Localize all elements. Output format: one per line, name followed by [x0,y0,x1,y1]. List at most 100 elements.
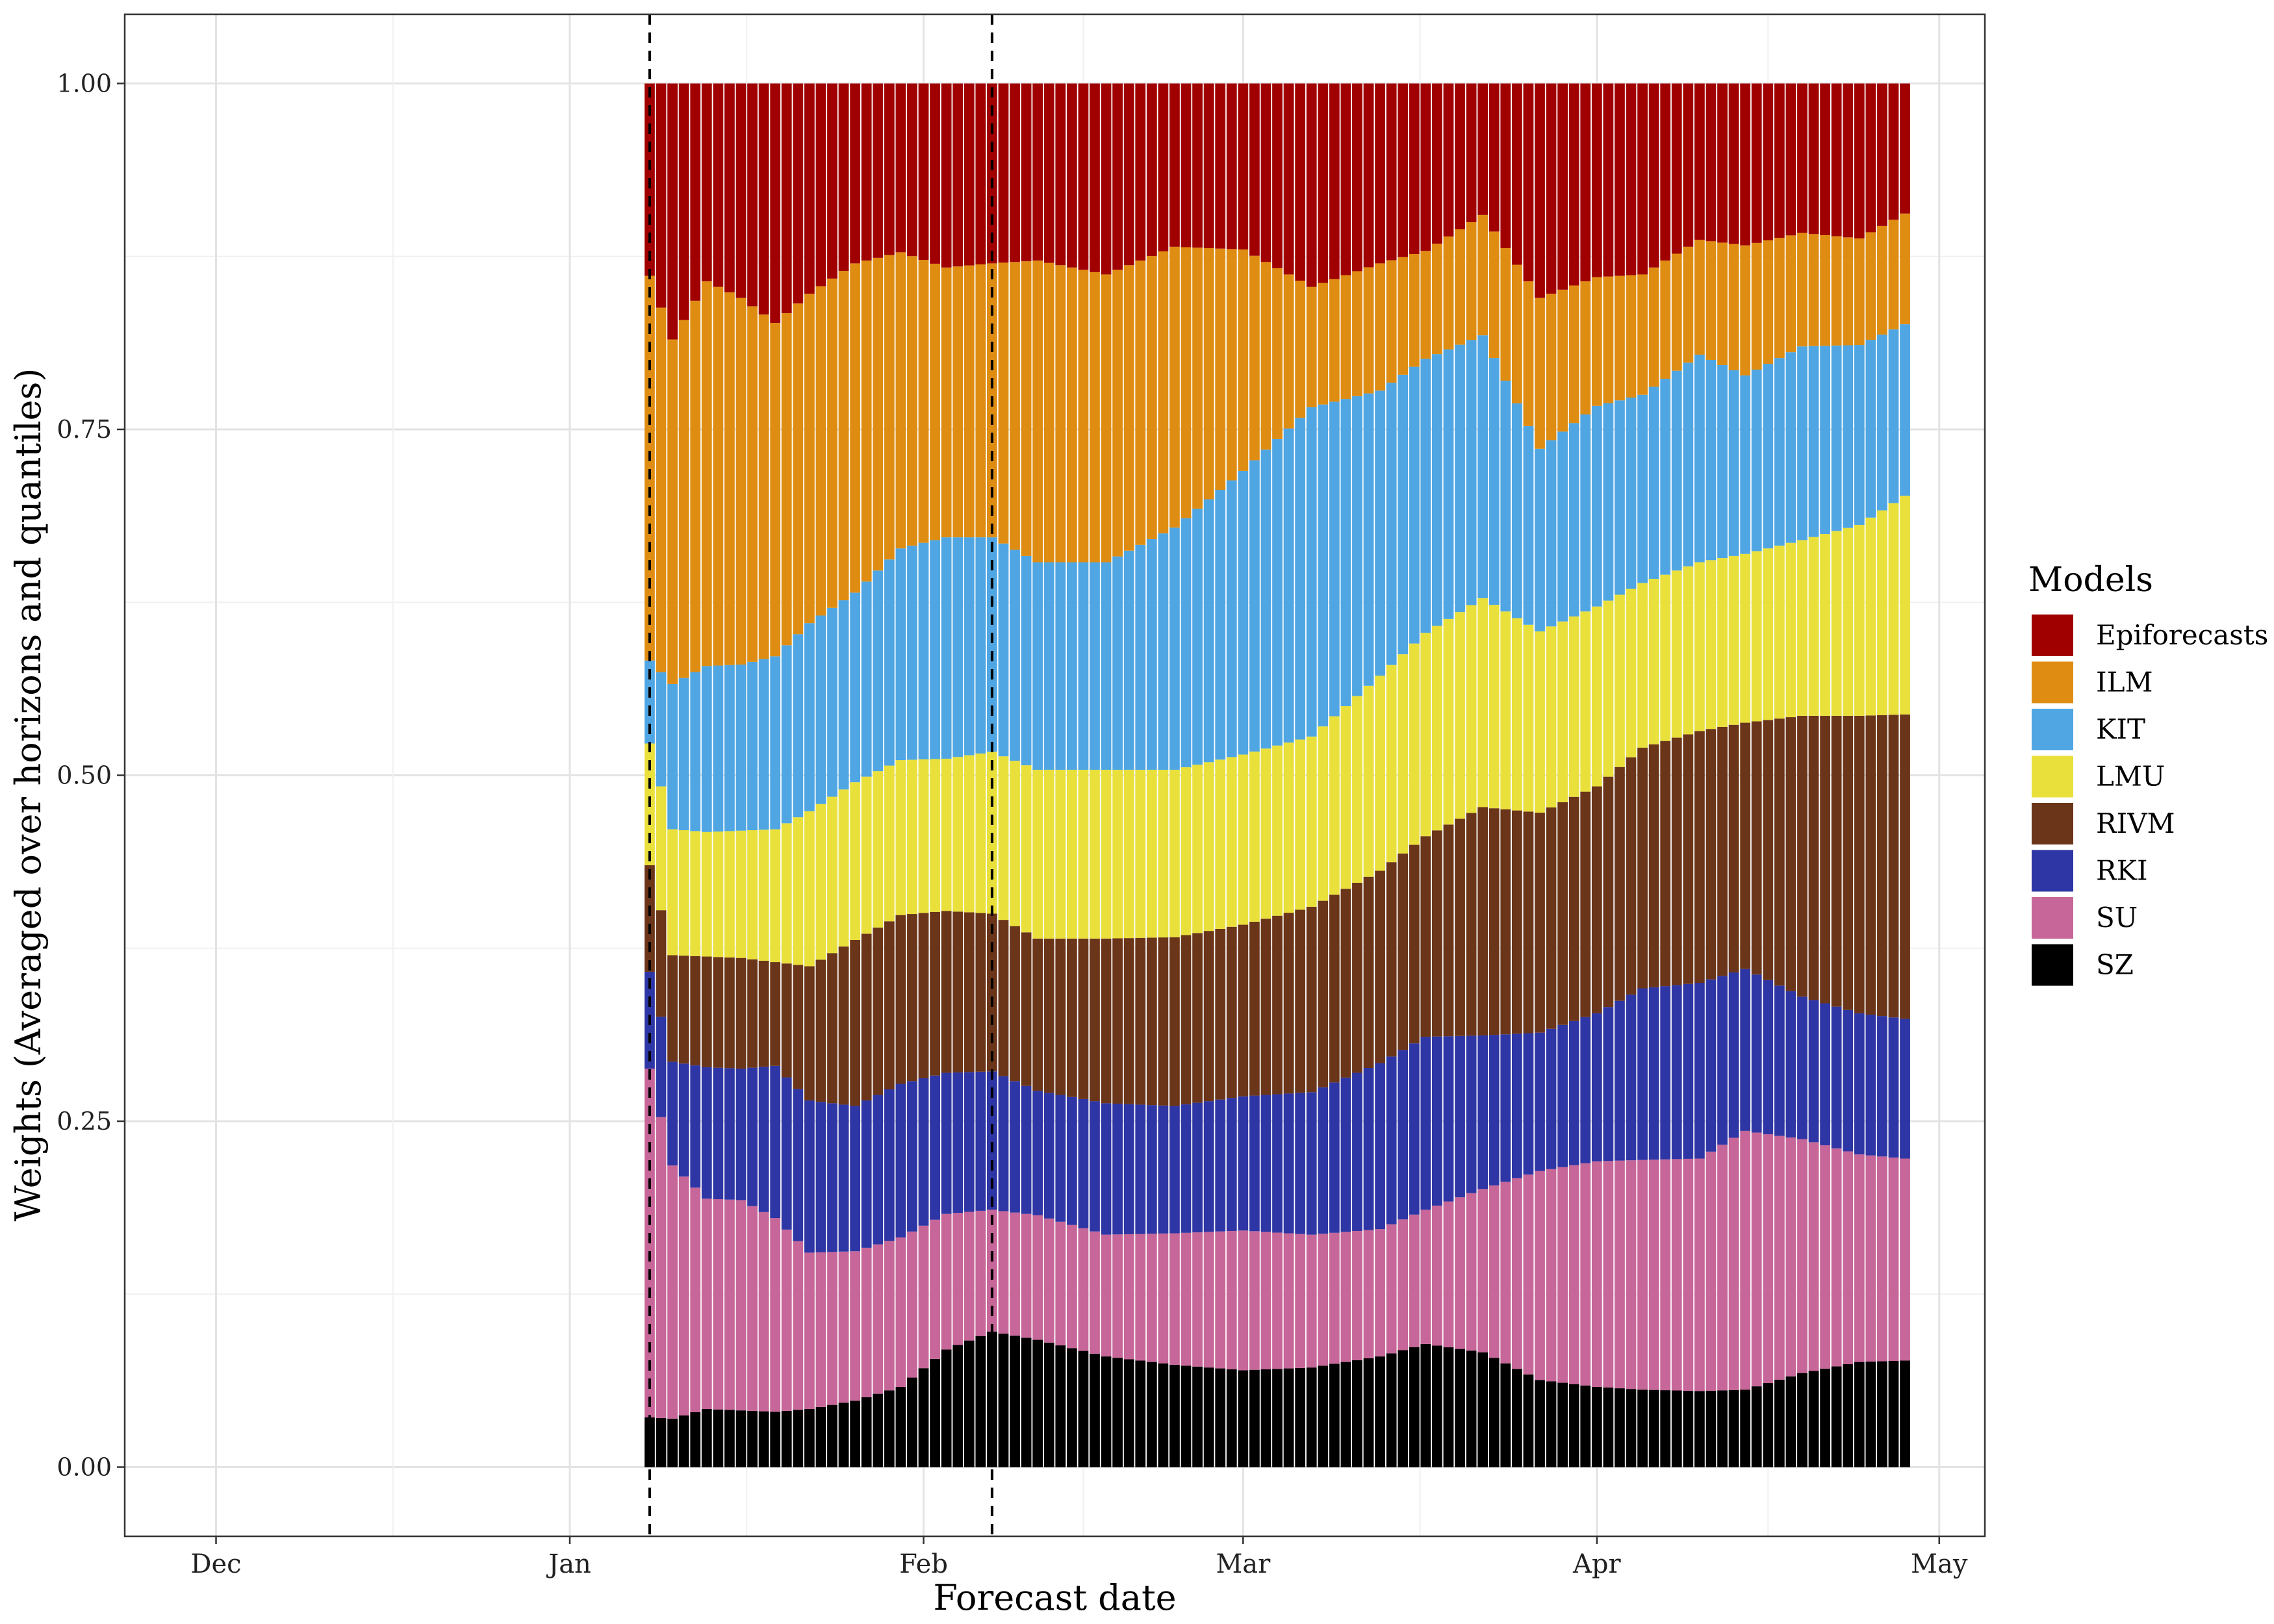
bar-segment-rki [1557,1024,1568,1167]
bar-segment-epiforecasts [1546,83,1557,294]
bar-segment-rki [1523,1033,1534,1175]
bar-segment-epiforecasts [1580,83,1591,282]
bar-segment-epiforecasts [1763,83,1774,241]
bar-segment-ilm [1751,242,1762,370]
bar-segment-su [1340,1232,1351,1362]
bar-segment-lmu [1398,654,1409,854]
bar-segment-rki [1500,1034,1511,1182]
bar-segment-rivm [1557,802,1568,1025]
bar-segment-ilm [1671,253,1682,371]
bar-segment-lmu [1797,540,1808,716]
bar-segment-sz [1135,1360,1146,1467]
bar-segment-ilm [1865,232,1876,340]
bar-segment-ilm [1272,268,1283,439]
bar-segment-kit [1843,345,1854,528]
bar-segment-epiforecasts [884,83,895,255]
bar-segment-lmu [1660,574,1671,741]
bar-segment-lmu [1488,605,1500,809]
bar-segment-su [1831,1148,1842,1367]
bar-segment-sz [1375,1356,1385,1467]
legend: Models Epiforecasts ILM KIT LMU RIVM RKI SU SZ [2028,561,2268,986]
bar-segment-rki [964,1072,975,1212]
bar-segment-su [1409,1214,1420,1347]
bar-segment-rivm [1340,889,1351,1078]
bar-segment-rivm [713,957,724,1068]
bar-segment-rki [1694,983,1705,1159]
bar-segment-lmu [1215,759,1226,929]
bar-segment-epiforecasts [1352,83,1362,272]
bar-segment-rivm [1706,729,1717,980]
legend-label-lmu: LMU [2096,761,2165,793]
bar-segment-ilm [1420,251,1431,359]
bar-segment-rivm [1648,744,1659,987]
bar-segment-lmu [1192,765,1203,933]
bar-segment-sz [1854,1362,1865,1467]
bar-segment-lmu [1066,769,1077,939]
bar-segment-epiforecasts [690,83,701,301]
bar-segment-ilm [678,320,689,678]
bar-segment-sz [1843,1364,1854,1467]
bar-segment-su [1740,1130,1751,1390]
bar-segment-epiforecasts [815,83,826,286]
legend-label-rivm: RIVM [2096,807,2175,839]
bar-segment-epiforecasts [770,83,781,323]
bar-segment-ilm [1774,238,1785,359]
bar-segment-rivm [1831,715,1842,1007]
bar-segment-su [1877,1156,1887,1362]
bar-segment-sz [735,1410,747,1467]
bar-segment-lmu [1238,754,1249,925]
bar-segment-lmu [1272,745,1283,916]
bar-segment-rki [1683,983,1694,1159]
bar-segment-sz [1238,1370,1249,1467]
bar-segment-kit [987,537,997,752]
legend-label-sz: SZ [2096,949,2134,981]
bar-segment-kit [1260,450,1271,749]
bar-segment-su [1728,1137,1739,1390]
bar-segment-kit [793,634,804,818]
bar-segment-epiforecasts [1751,83,1762,243]
x-tick-label: Jan [546,1549,591,1579]
bar-segment-kit [735,665,747,831]
bar-segment-rki [758,1067,769,1212]
bar-segment-kit [1831,345,1842,531]
bar-segment-sz [1466,1351,1477,1467]
bar-segment-sz [1603,1388,1614,1467]
bar-segment-kit [781,645,792,824]
bar-segment-epiforecasts [1078,83,1089,270]
bar-segment-ilm [1706,241,1717,360]
bar-segment-rki [1728,972,1739,1138]
bar-segment-ilm [770,322,781,657]
bar-segment-sz [1626,1389,1637,1467]
bar-segment-lmu [1717,558,1728,727]
bar-segment-rki [1568,1021,1579,1165]
bar-segment-su [1090,1231,1100,1354]
bar-segment-epiforecasts [804,83,815,294]
bar-segment-rivm [1306,906,1317,1093]
bar-segment-rki [1488,1035,1500,1186]
bar-segment-rki [656,1017,667,1117]
bar-segment-epiforecasts [895,83,906,253]
bar-segment-epiforecasts [1318,83,1329,283]
bar-segment-kit [1877,335,1887,511]
bar-segment-epiforecasts [1888,83,1899,220]
bar-segment-su [861,1247,872,1397]
bar-segment-rivm [1272,915,1283,1095]
bar-segment-kit [1535,448,1545,631]
bar-segment-lmu [656,786,667,911]
bar-segment-rki [1648,987,1659,1160]
bar-segment-epiforecasts [1511,83,1522,265]
bar-segment-rivm [1580,791,1591,1017]
bar-segment-sz [1694,1391,1705,1467]
bar-segment-su [1808,1142,1819,1371]
bar-segment-kit [1340,399,1351,706]
bar-segment-su [1523,1174,1534,1375]
bar-segment-sz [656,1417,667,1467]
bar-segment-su [1432,1205,1442,1346]
bar-segment-rki [1740,969,1751,1131]
bar-segment-ilm [1717,242,1728,365]
bar-segment-rivm [1900,714,1910,1019]
bar-segment-epiforecasts [987,83,997,264]
bar-segment-kit [964,537,975,755]
bar-segment-kit [1192,509,1203,765]
bar-segment-ilm [735,298,747,665]
